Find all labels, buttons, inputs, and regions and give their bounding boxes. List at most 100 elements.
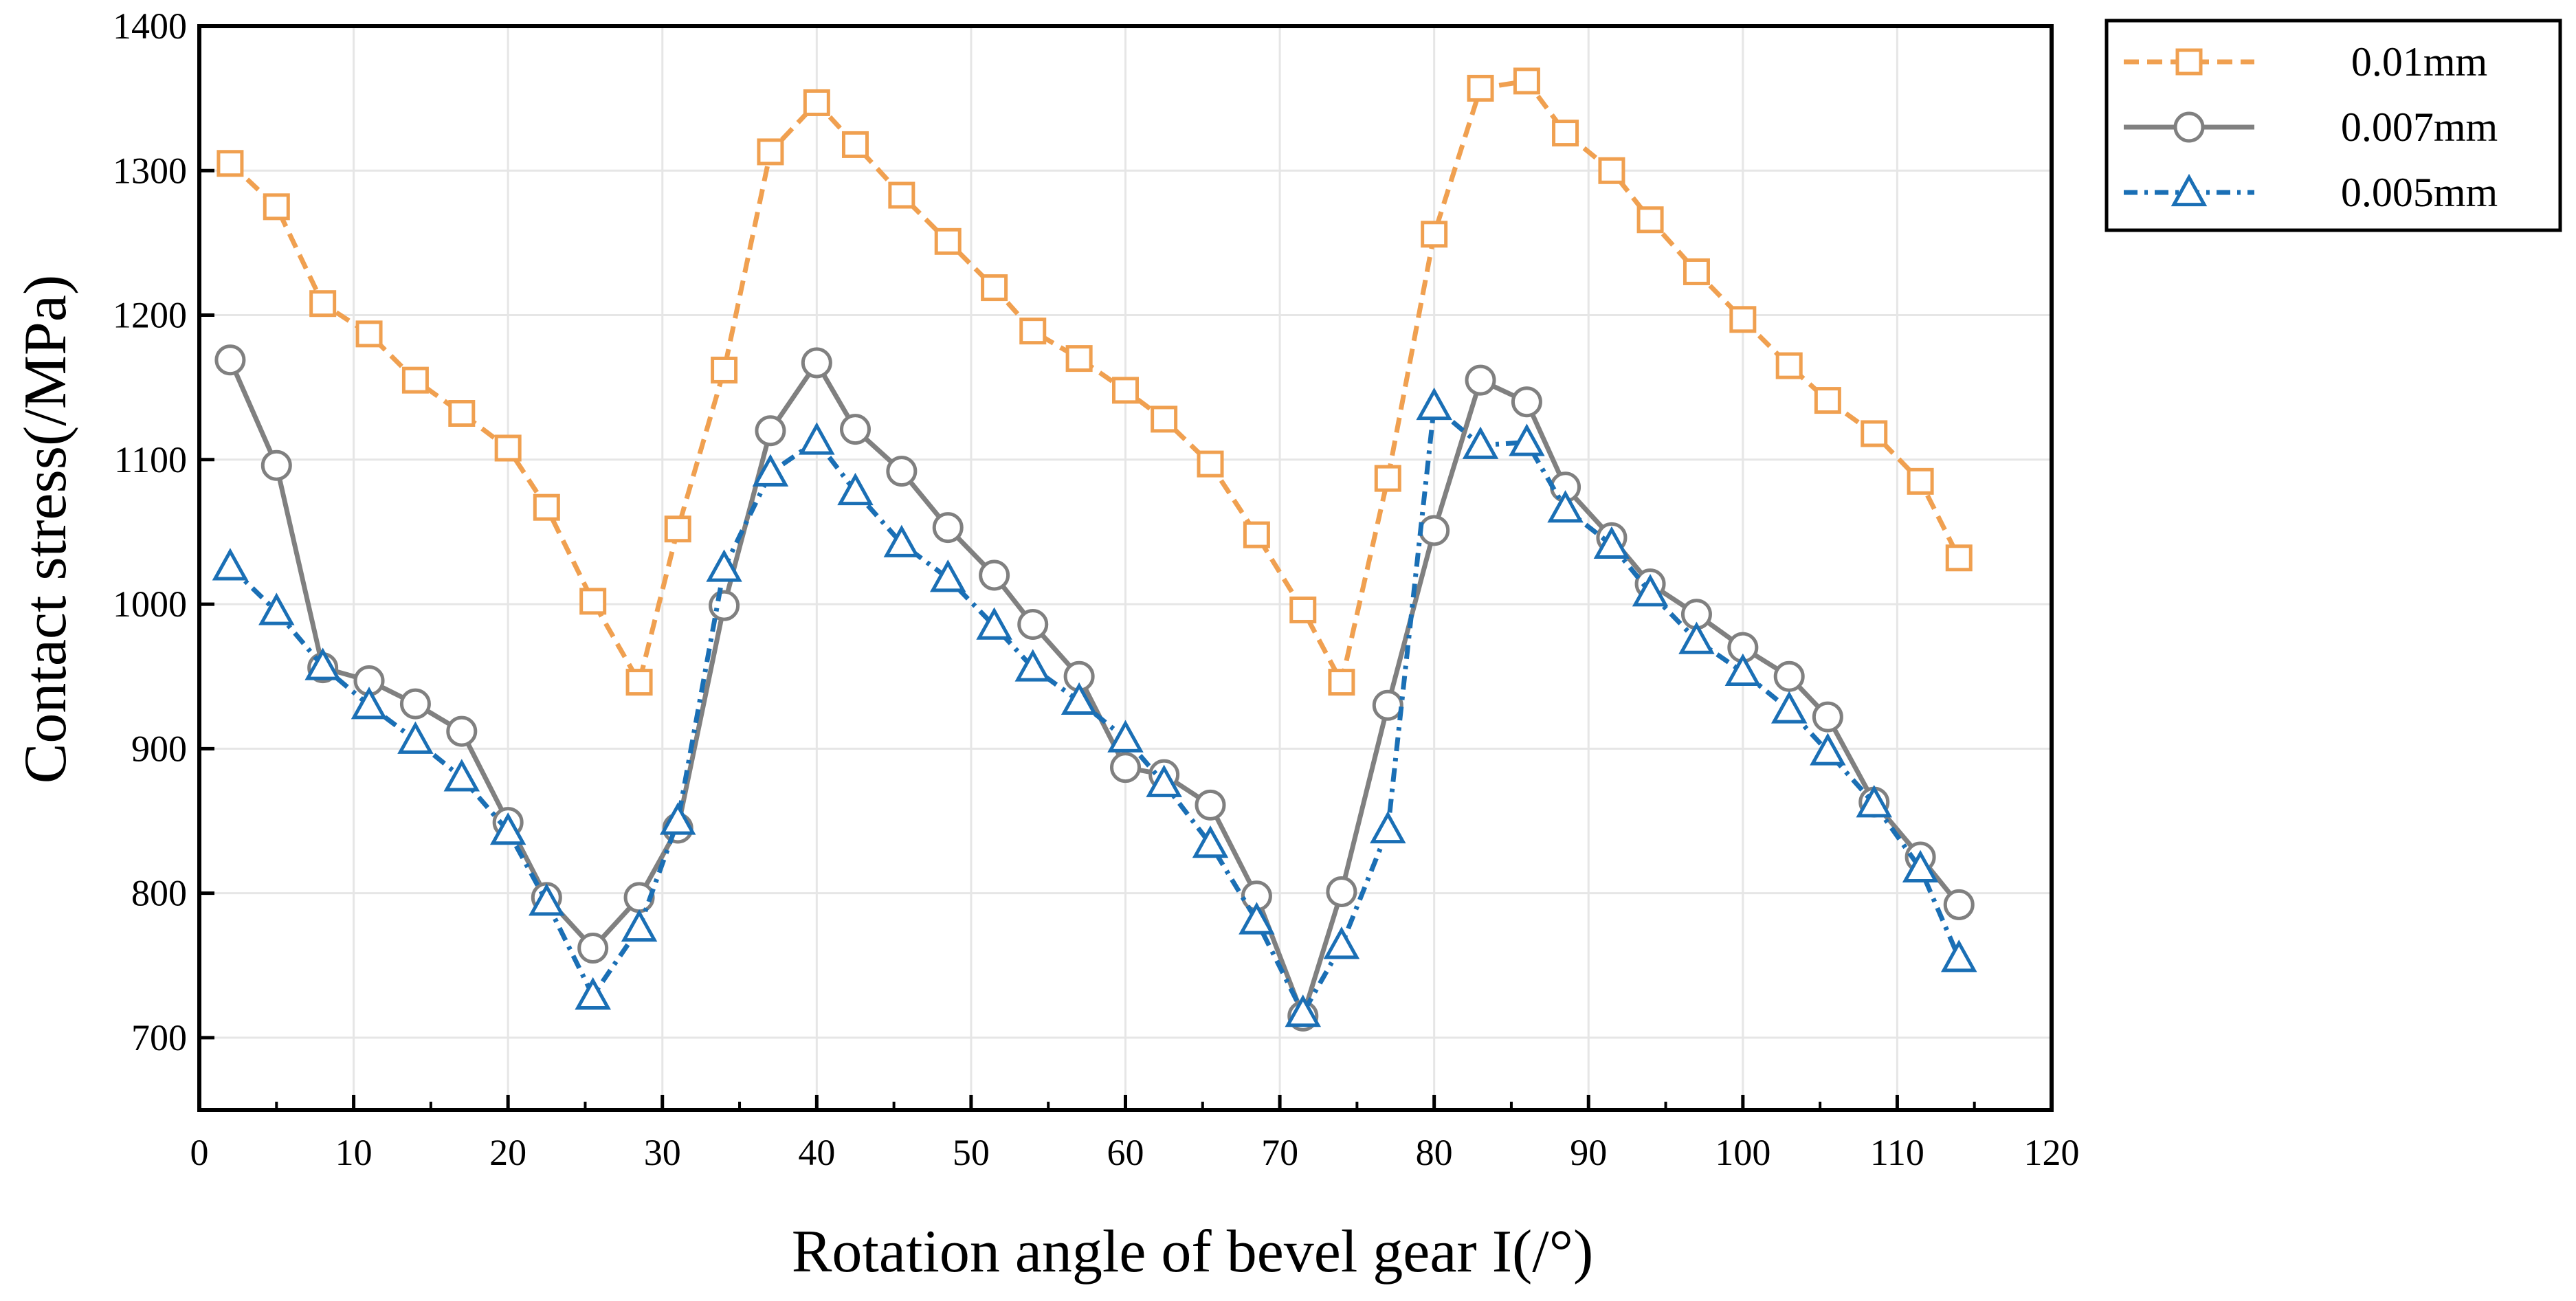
x-tick-label: 40 [798, 1132, 835, 1173]
x-tick-label: 10 [335, 1132, 373, 1173]
data-point [214, 344, 246, 376]
data-point [1511, 386, 1542, 418]
data-point [1326, 876, 1357, 907]
data-point [659, 802, 696, 835]
data-point [1724, 653, 1762, 686]
x-tick-label: 90 [1570, 1132, 1607, 1173]
data-point [888, 181, 915, 209]
data-point [621, 909, 658, 942]
data-point [397, 721, 434, 754]
data-point [1812, 701, 1843, 733]
data-point [304, 647, 341, 680]
data-point [1547, 490, 1584, 523]
legend-marker [2173, 111, 2205, 143]
data-point [1902, 849, 1939, 882]
data-point [1945, 544, 1973, 572]
data-point [529, 883, 565, 916]
data-point [1014, 649, 1051, 682]
x-tick-label: 100 [1715, 1132, 1770, 1173]
data-point [1509, 423, 1545, 456]
data-point [258, 592, 295, 625]
x-tick-label: 110 [1870, 1132, 1924, 1173]
y-tick-label: 1200 [113, 295, 187, 336]
series-line [227, 359, 1961, 1019]
data-point [1151, 405, 1178, 433]
legend-entry: 0.01mm [2124, 39, 2487, 85]
legend-entry: 0.005mm [2124, 170, 2498, 215]
x-tick-label: 60 [1107, 1132, 1144, 1173]
data-point [1810, 733, 1846, 766]
data-point [1814, 387, 1841, 414]
legend-entry: 0.007mm [2124, 104, 2498, 150]
data-point [1773, 660, 1805, 692]
data-point [709, 590, 740, 621]
data-point [1775, 352, 1803, 379]
data-point [1323, 926, 1360, 959]
grid-lines [199, 26, 2052, 1110]
data-point [929, 559, 966, 592]
y-tick-label: 800 [131, 873, 187, 914]
data-point [1289, 596, 1317, 623]
data-point [1636, 206, 1664, 234]
series-line [228, 403, 1962, 1016]
data-point [443, 759, 480, 792]
data-point [976, 607, 1012, 640]
data-point [757, 138, 784, 166]
data-point [1197, 450, 1224, 478]
data-point [1729, 306, 1757, 333]
data-point [841, 131, 869, 158]
data-point [575, 977, 611, 1010]
data-point [1112, 377, 1139, 404]
data-point [1416, 387, 1452, 421]
data-point [212, 548, 249, 581]
y-tick-label: 1100 [114, 439, 187, 480]
legend-label: 0.007mm [2341, 104, 2498, 150]
data-point [1017, 609, 1049, 641]
data-point [711, 356, 738, 383]
data-point [1372, 689, 1403, 721]
data-point [489, 812, 526, 845]
y-tick-label: 1400 [113, 5, 187, 47]
data-point [625, 669, 653, 696]
data-point [1683, 258, 1710, 285]
x-tick-label: 70 [1261, 1132, 1298, 1173]
data-point [1770, 691, 1808, 724]
y-tick-label: 1000 [113, 583, 187, 625]
data-point [1195, 789, 1226, 821]
legend: 0.01mm 0.007mm 0.005mm [2105, 19, 2562, 232]
data-point [216, 150, 244, 177]
legend-label: 0.01mm [2351, 39, 2487, 85]
data-point [664, 515, 691, 543]
data-point [883, 524, 920, 557]
data-point [1678, 621, 1715, 654]
data-point [1465, 364, 1496, 396]
data-point [837, 472, 874, 506]
data-point [448, 400, 476, 427]
data-point [1861, 420, 1888, 447]
data-point [401, 366, 429, 394]
data-point [1593, 526, 1630, 559]
series-layer [212, 67, 1977, 1032]
data-point [932, 512, 964, 544]
data-point [1941, 939, 1977, 972]
data-point [706, 549, 742, 582]
data-point [1467, 74, 1494, 102]
data-point [981, 274, 1008, 302]
x-tick-label: 30 [644, 1132, 681, 1173]
data-point [355, 320, 383, 348]
data-point [399, 688, 431, 720]
data-point [1462, 426, 1499, 459]
data-point [801, 347, 832, 379]
legend-label: 0.005mm [2341, 170, 2498, 215]
legend-marker [2175, 48, 2203, 76]
data-point [1421, 221, 1448, 248]
data-point [886, 456, 918, 487]
data-point [579, 588, 607, 615]
data-point [1019, 318, 1047, 345]
x-axis-title: Rotation angle of bevel gear I(/°) [792, 1219, 1594, 1285]
data-point [1192, 825, 1229, 858]
data-point [1061, 682, 1098, 715]
data-point [1598, 157, 1625, 184]
data-point [1110, 752, 1141, 783]
